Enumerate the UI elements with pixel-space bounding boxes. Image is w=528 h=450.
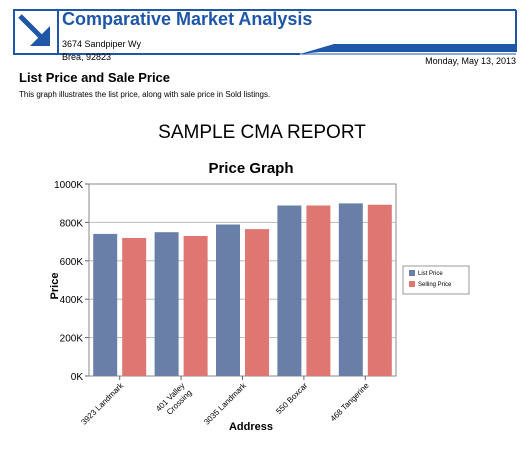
x-tick-label: 3035 Landmark <box>202 380 248 426</box>
x-tick-label-line: 3923 Landmark <box>79 380 125 426</box>
header-border <box>58 9 517 55</box>
report-date: Monday, May 13, 2013 <box>425 56 516 66</box>
section-description: This graph illustrates the list price, a… <box>19 90 271 99</box>
x-tick-label-line: 3035 Landmark <box>202 380 248 426</box>
property-address-line1: 3674 Sandpiper Wy <box>62 39 141 49</box>
x-tick-label: 401 ValleyCrossing <box>154 381 193 420</box>
property-address-line2: Brea, 92823 <box>62 52 112 62</box>
x-axis-label: Address <box>229 421 273 433</box>
y-tick-label: 1000K <box>54 180 83 191</box>
report-header: Comparative Market Analysis 3674 Sandpip… <box>0 0 528 74</box>
y-tick-label: 400K <box>60 295 84 306</box>
x-tick-label-line: 550 Boxcar <box>274 381 309 416</box>
x-tick-label: 3923 Landmark <box>79 380 125 426</box>
diagonal-arrow-icon <box>13 9 59 55</box>
chart-title: Price Graph <box>208 160 293 177</box>
y-tick-label: 200K <box>60 334 84 345</box>
bar-list-price <box>154 232 179 376</box>
price-graph-chart: SAMPLE CMA REPORT Price Graph 0K 200K 400K 60… <box>49 122 470 433</box>
bar-selling-price <box>122 237 147 376</box>
legend-swatch <box>409 270 415 276</box>
legend-label: Selling Price <box>418 282 452 288</box>
bar-list-price <box>277 205 302 376</box>
y-axis-label: Price <box>49 273 61 300</box>
legend-label: List Price <box>418 271 443 277</box>
y-tick-label: 800K <box>60 218 84 229</box>
y-tick-label: 0K <box>71 372 84 383</box>
y-tick-label: 600K <box>60 257 84 268</box>
header-frame <box>13 9 517 55</box>
bar-list-price <box>93 233 118 376</box>
bar-selling-price <box>367 204 392 376</box>
bar-list-price <box>216 224 240 376</box>
bar-selling-price <box>183 236 208 376</box>
report-heading: SAMPLE CMA REPORT <box>158 122 366 143</box>
x-tick-label: 550 Boxcar <box>274 381 309 416</box>
legend-swatch <box>409 281 415 287</box>
section-title: List Price and Sale Price <box>19 70 171 85</box>
x-tick-label: 468 Tangerine <box>329 381 372 424</box>
bar-selling-price <box>245 229 269 376</box>
bar-list-price <box>338 203 363 376</box>
x-tick-label-line: 468 Tangerine <box>329 381 372 424</box>
report-title: Comparative Market Analysis <box>62 9 313 29</box>
bar-selling-price <box>306 205 331 376</box>
